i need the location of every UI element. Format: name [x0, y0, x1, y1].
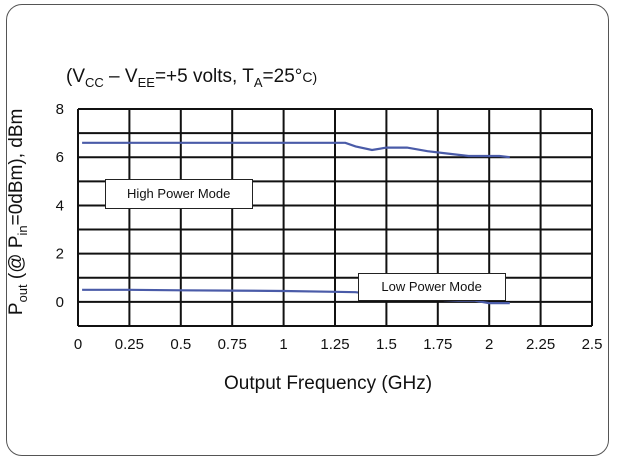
x-tick-label: 0 [74, 336, 82, 353]
x-tick-label: 0.75 [218, 336, 247, 353]
x-tick-label: 2.5 [582, 336, 603, 353]
x-tick-label: 1.5 [376, 336, 397, 353]
y-tick-label: 8 [56, 101, 64, 118]
x-tick-label: 0.5 [170, 336, 191, 353]
high-power-mode-label: High Power Mode [104, 178, 253, 209]
x-tick-label: 2 [485, 336, 493, 353]
series-line-high-power [82, 141, 510, 159]
test-conditions-caption: (VCC – VEE=+5 volts, TA=25°C) [66, 66, 318, 90]
low-power-mode-label: Low Power Mode [357, 272, 506, 301]
x-tick-label: 1 [279, 336, 287, 353]
chart-frame [6, 4, 609, 456]
x-tick-label: 0.25 [115, 336, 144, 353]
x-tick-label: 1.25 [320, 336, 349, 353]
x-tick-label: 2.25 [526, 336, 555, 353]
y-tick-label: 4 [56, 197, 64, 214]
y-tick-label: 0 [56, 294, 64, 311]
y-tick-label: 6 [56, 149, 64, 166]
y-tick-label: 2 [56, 246, 64, 263]
x-tick-label: 1.75 [423, 336, 452, 353]
x-axis-label: Output Frequency (GHz) [224, 373, 433, 394]
